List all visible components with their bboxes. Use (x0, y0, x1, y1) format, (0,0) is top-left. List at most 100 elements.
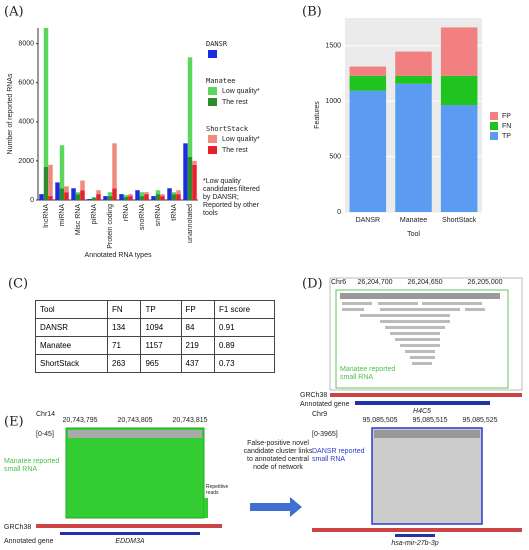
x-tick-label: piRNA (91, 204, 98, 225)
bar (59, 188, 65, 200)
legend-label: TP (502, 133, 511, 140)
table-cell: 437 (180, 354, 215, 373)
x-tick-label: Protein coding (107, 204, 114, 249)
bar (187, 57, 193, 158)
y-tick-label: 8000 (18, 40, 34, 47)
table-cell: 1094 (140, 318, 182, 337)
position: 26,205,000 (467, 279, 502, 286)
table-cell: Manatee (35, 336, 108, 355)
bar (91, 197, 97, 199)
position: 95,085,505 (362, 417, 397, 424)
bar (55, 182, 60, 200)
y-tick-label: 500 (329, 153, 341, 160)
legend-label: The rest (222, 147, 248, 154)
bar (160, 196, 165, 200)
table-cell: 84 (180, 318, 215, 337)
x-tick-label: Misc RNA (75, 204, 82, 235)
y-tick-label: 6000 (18, 80, 34, 87)
bar (128, 196, 133, 200)
bar (167, 188, 172, 200)
bar (103, 196, 108, 200)
legend-swatch (208, 50, 217, 58)
legend-title: DANSR (206, 40, 228, 48)
bar (43, 28, 49, 167)
bar (119, 194, 124, 200)
legend-swatch (208, 146, 217, 154)
bar (187, 157, 193, 200)
bar (155, 194, 161, 200)
table-cell: ShortStack (35, 354, 108, 373)
legend-label: Low quality* (222, 88, 260, 95)
bar (155, 190, 161, 195)
bar (139, 192, 145, 197)
bar (192, 160, 197, 165)
gene: hsa-mir-27b-3p (391, 540, 438, 547)
note: Repetitive reads (206, 484, 229, 496)
table-row: DANSR 134 1094 84 0.91 (35, 318, 276, 337)
legend-label: FP (502, 113, 511, 120)
panel-label: (A) (4, 5, 24, 20)
bar (71, 188, 76, 200)
bar (107, 196, 113, 200)
x-tick-label: miRNA (59, 204, 66, 226)
bar (128, 194, 133, 197)
gene: H4C5 (413, 408, 431, 415)
highlight (371, 427, 483, 525)
bar (176, 194, 181, 200)
reported-label: DANSR reported small RNA (312, 448, 365, 463)
bar (183, 143, 188, 200)
range: [0-45] (36, 431, 54, 438)
bar (80, 180, 85, 191)
bar (107, 192, 113, 197)
bar (192, 164, 197, 200)
legend-swatch (490, 122, 498, 130)
table-row: Tool FN TP FP F1 score (35, 300, 276, 319)
reported-label: Manatee reported small RNA (340, 366, 396, 381)
bar (349, 90, 387, 212)
bar (48, 164, 53, 197)
x-tick-label: Manatee (400, 217, 427, 224)
bar (135, 190, 140, 200)
bar (75, 194, 81, 200)
bar (48, 196, 53, 200)
table-row: ShortStack 263 965 437 0.73 (35, 354, 276, 373)
bar (112, 143, 117, 189)
x-tick-label: ShortStack (442, 217, 477, 224)
bar (123, 195, 129, 198)
x-tick-label: tRNA (171, 204, 178, 221)
bar (123, 197, 129, 200)
gene-track: Annotated gene (4, 538, 54, 545)
x-tick-label: snoRNA (139, 204, 146, 230)
table-cell: TP (140, 300, 182, 319)
bar (176, 190, 181, 195)
y-tick-label: 1000 (325, 98, 341, 105)
legend-label: FN (502, 123, 511, 130)
bar (87, 199, 92, 200)
bar (144, 192, 149, 195)
range: [0-3965] (312, 431, 338, 438)
browser-e-left: Chr14 20,743,795 20,743,805 20,743,815 [… (4, 411, 222, 545)
legend-swatch (490, 132, 498, 140)
table: Tool FN TP FP F1 score DANSR 134 1094 84 0.91 Mana… (35, 300, 276, 373)
y-tick-label: 0 (337, 209, 341, 216)
chrom: Chr6 (331, 279, 346, 286)
table-cell: 263 (106, 354, 142, 373)
table-cell: 1157 (140, 336, 182, 355)
bar (144, 194, 149, 200)
position: 95,085,515 (412, 417, 447, 424)
x-tick-label: DANSR (356, 217, 381, 224)
annotation: *Low quality candidates filtered by DANS… (203, 178, 260, 217)
bar (395, 83, 432, 213)
reported-label: Manatee reported small RNA (4, 458, 60, 473)
gene: EDDM3A (115, 538, 145, 545)
bar (440, 75, 478, 106)
bar (64, 186, 69, 193)
bar (440, 105, 478, 212)
table-cell: FP (180, 300, 215, 319)
y-axis-label: Number of reported RNAs (7, 73, 14, 154)
table-cell: 965 (140, 354, 182, 373)
bar (91, 198, 97, 200)
x-tick-label: unannotated (187, 204, 194, 243)
bar (64, 192, 69, 200)
